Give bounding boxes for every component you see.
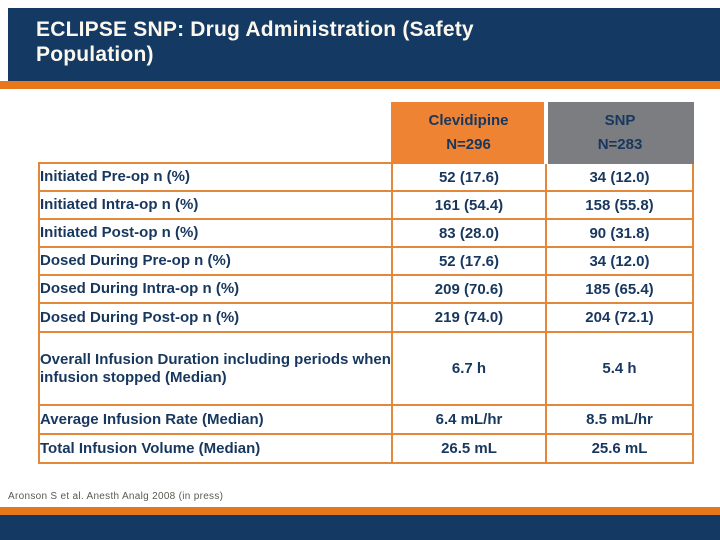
table-row: Average Infusion Rate (Median) 6.4 mL/hr…	[38, 404, 694, 435]
clevidipine-value-cell: 26.5 mL	[391, 433, 547, 464]
bottom-accent-stripe	[0, 507, 720, 515]
row-label: Average Infusion Rate (Median)	[38, 404, 393, 435]
clevidipine-value-cell: 161 (54.4)	[391, 190, 547, 220]
snp-header-name: SNP	[604, 112, 636, 129]
corner-empty-cell	[39, 103, 392, 163]
row-label: Overall Infusion Duration including peri…	[38, 331, 393, 406]
snp-value-cell: 5.4 h	[545, 331, 694, 406]
table-row: Initiated Intra-op n (%) 161 (54.4) 158 …	[38, 190, 694, 220]
table-container: Clevidipine N=296 SNP N=283 Initiated Pr…	[38, 102, 694, 464]
table-row: Dosed During Intra-op n (%) 209 (70.6) 1…	[38, 274, 694, 304]
bottom-navy-stripe	[0, 515, 720, 540]
snp-value-cell: 25.6 mL	[545, 433, 694, 464]
table-header-row: Clevidipine N=296 SNP N=283	[39, 102, 694, 164]
row-label: Total Infusion Volume (Median)	[38, 433, 393, 464]
table-row: Total Infusion Volume (Median) 26.5 mL 2…	[38, 433, 694, 464]
clevidipine-header-n: N=296	[446, 136, 491, 153]
row-label: Initiated Intra-op n (%)	[38, 190, 393, 220]
clevidipine-value-cell: 52 (17.6)	[391, 246, 547, 276]
row-label: Initiated Pre-op n (%)	[38, 162, 393, 192]
row-label: Initiated Post-op n (%)	[38, 218, 393, 248]
row-label: Dosed During Intra-op n (%)	[38, 274, 393, 304]
table-row: Dosed During Pre-op n (%) 52 (17.6) 34 (…	[38, 246, 694, 276]
clevidipine-value-cell: 6.7 h	[391, 331, 547, 406]
clevidipine-value-cell: 209 (70.6)	[391, 274, 547, 304]
snp-value-cell: 90 (31.8)	[545, 218, 694, 248]
row-label: Dosed During Post-op n (%)	[38, 302, 393, 333]
clevidipine-value-cell: 83 (28.0)	[391, 218, 547, 248]
table-row: Initiated Post-op n (%) 83 (28.0) 90 (31…	[38, 218, 694, 248]
clevidipine-value-cell: 219 (74.0)	[391, 302, 547, 333]
snp-value-cell: 185 (65.4)	[545, 274, 694, 304]
snp-header-n: N=283	[597, 136, 643, 153]
drug-admin-table: Clevidipine N=296 SNP N=283 Initiated Pr…	[38, 102, 694, 464]
snp-value-cell: 158 (55.8)	[545, 190, 694, 220]
snp-value-cell: 8.5 mL/hr	[545, 404, 694, 435]
snp-column-header: SNP N=283	[544, 102, 694, 164]
table-row: Initiated Pre-op n (%) 52 (17.6) 34 (12.…	[38, 162, 694, 192]
row-label: Dosed During Pre-op n (%)	[38, 246, 393, 276]
clevidipine-column-header: Clevidipine N=296	[391, 102, 547, 164]
clevidipine-value-cell: 52 (17.6)	[391, 162, 547, 192]
snp-value-cell: 34 (12.0)	[545, 162, 694, 192]
title-bar: ECLIPSE SNP: Drug Administration (Safety…	[8, 8, 720, 81]
snp-value-cell: 34 (12.0)	[545, 246, 694, 276]
clevidipine-value-cell: 6.4 mL/hr	[391, 404, 547, 435]
snp-value-cell: 204 (72.1)	[545, 302, 694, 333]
citation-text: Aronson S et al. Anesth Analg 2008 (in p…	[8, 491, 224, 502]
table-row: Dosed During Post-op n (%) 219 (74.0) 20…	[38, 302, 694, 333]
accent-rule-top	[0, 81, 720, 89]
clevidipine-header-name: Clevidipine	[428, 112, 509, 129]
table-row: Overall Infusion Duration including peri…	[38, 331, 694, 406]
slide-title: ECLIPSE SNP: Drug Administration (Safety…	[36, 18, 474, 66]
